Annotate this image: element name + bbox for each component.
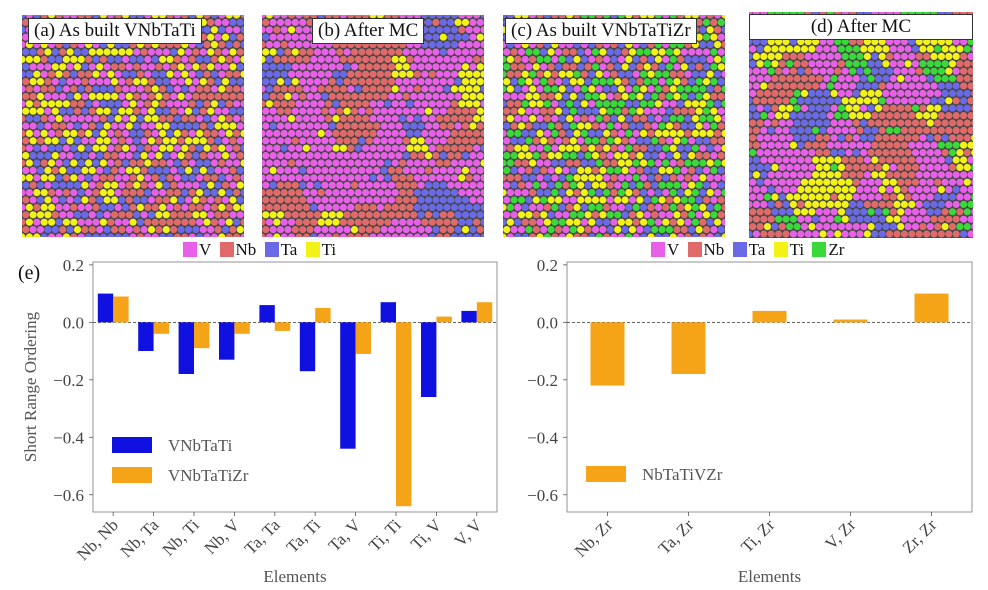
- legend-item-ti: Ti: [305, 240, 341, 259]
- x-tick-label: Nb, Nb: [73, 515, 122, 564]
- chart-legend: VNbTaTi VNbTaTiZr: [112, 436, 249, 485]
- y-axis-label: Short Range Ordering: [21, 311, 40, 462]
- legend2-swatch-zr: [812, 242, 827, 257]
- lattice-image-d: [749, 12, 973, 238]
- legend-swatch-nbtativzr: [586, 466, 626, 482]
- plot-frame: [566, 261, 973, 513]
- x-tick-label: Nb, Ti: [159, 515, 203, 559]
- y-tick-label: −0.4: [53, 428, 84, 447]
- x-axis-label: Elements: [738, 567, 801, 586]
- legend-label-vnbtatizr: VNbTaTiZr: [168, 466, 249, 485]
- bar-vnbtati-ta-v: [340, 322, 356, 449]
- bar-vnbtati-ti-ti: [380, 302, 396, 323]
- legend-label-nbtativzr: NbTaTiVZr: [642, 465, 723, 484]
- legend-swatch-vnbtatizr: [112, 467, 152, 483]
- element-legend-2: V Nb Ta Ti Zr: [651, 240, 848, 260]
- legend2-item-nb: Nb: [687, 240, 729, 259]
- bar-vnbtatizr-ta-v: [355, 322, 371, 354]
- legend2-swatch-nb: [687, 242, 702, 257]
- bar-vnbtatizr-v-v: [476, 302, 493, 323]
- legend2-item-v: V: [651, 240, 683, 259]
- panel-c-title: (c) As built VNbTaTiZr: [505, 18, 697, 44]
- legend-swatch-ta: [264, 242, 279, 257]
- panel-b-title: (b) After MC: [312, 18, 425, 44]
- bar-vnbtati-nb-ta: [138, 322, 154, 351]
- x-tick-label: Ti, V: [407, 515, 446, 554]
- legend2-swatch-ti: [773, 242, 788, 257]
- y-tick-label: 0.2: [537, 256, 558, 275]
- bar-vnbtatizr-ta-ti: [315, 308, 331, 323]
- x-tick-label: Ta, Zr: [655, 515, 698, 558]
- x-tick-label: Nb, V: [201, 515, 244, 558]
- y-tick-label: −0.6: [527, 486, 558, 505]
- bar-vnbtati-v-v: [461, 310, 477, 323]
- y-tick-label: 0.0: [63, 313, 84, 332]
- panel-d-title: (d) After MC: [749, 14, 973, 40]
- x-tick-label: Ta, Ta: [241, 515, 284, 558]
- bar-nbtativzr-v-zr: [833, 319, 868, 323]
- x-axis-label: Elements: [263, 567, 326, 586]
- legend-label-vnbtati: VNbTaTi: [168, 436, 233, 455]
- x-tick-label: Ta, V: [325, 515, 365, 555]
- bar-vnbtati-nb-v: [219, 322, 235, 360]
- y-tick-label: 0.2: [63, 256, 84, 275]
- panel-c: (c) As built VNbTaTiZr: [503, 15, 725, 237]
- legend2-item-zr: Zr: [812, 240, 848, 259]
- x-tick-label: V, Zr: [821, 515, 859, 553]
- chart-2: 0.2 0.0 −0.2 −0.4 −0.6 Nb, Zr Ta, Zr Ti, Zr V, Z…: [527, 256, 973, 586]
- legend-swatch-vnbtati: [112, 437, 152, 453]
- bar-nbtativzr-nb-zr: [590, 322, 625, 386]
- legend-swatch-nb: [219, 242, 234, 257]
- panel-a: (a) As built VNbTaTi: [22, 15, 244, 237]
- legend-item-ta: Ta: [264, 240, 302, 259]
- x-tick-label: Ti, Ti: [365, 515, 405, 555]
- x-tick-label: V, V: [451, 515, 487, 551]
- bar-vnbtatizr-nb-nb: [113, 296, 129, 323]
- x-tick-label: Zr, Zr: [899, 515, 941, 557]
- y-tick-label: −0.6: [53, 486, 84, 505]
- chart-1: 0.2 0.0 −0.2 −0.4 −0.6 Short Range Ordering Nb…: [21, 256, 498, 586]
- x-tick-label: Nb, Ta: [117, 515, 163, 561]
- x-tick-label: Ta, Ti: [283, 515, 325, 557]
- bar-vnbtatizr-ti-ti: [396, 322, 412, 507]
- element-legend-1: V Nb Ta Ti: [183, 240, 340, 260]
- legend2-swatch-v: [651, 242, 665, 257]
- bar-vnbtati-nb-nb: [97, 293, 114, 323]
- bar-vnbtatizr-nb-ti: [194, 322, 210, 349]
- bar-nbtativzr-ta-zr: [671, 322, 706, 374]
- bar-vnbtatizr-nb-ta: [153, 322, 169, 334]
- legend-item-nb: Nb: [219, 240, 261, 259]
- legend2-item-ti: Ti: [773, 240, 809, 259]
- plot-frame: [92, 261, 498, 513]
- bar-vnbtatizr-ta-ta: [274, 322, 291, 331]
- y-tick-label: −0.2: [527, 371, 558, 390]
- legend-swatch-ti: [305, 242, 320, 257]
- legend2-swatch-ta: [732, 242, 747, 257]
- y-tick-label: −0.4: [527, 428, 558, 447]
- bar-nbtativzr-ti-zr: [752, 310, 787, 323]
- y-tick-label: −0.2: [53, 371, 84, 390]
- y-tick-label: 0.0: [537, 313, 558, 332]
- panel-b: (b) After MC: [262, 15, 484, 237]
- panel-e-label: (e): [18, 262, 41, 284]
- legend2-item-ta: Ta: [732, 240, 770, 259]
- bar-vnbtatizr-ti-v: [436, 316, 452, 323]
- chart-legend: NbTaTiVZr: [586, 465, 723, 484]
- panel-a-title: (a) As built VNbTaTi: [28, 18, 202, 44]
- bar-vnbtatizr-nb-v: [234, 322, 250, 334]
- bar-vnbtati-ti-v: [421, 322, 437, 397]
- x-tick-label: Ti, Zr: [737, 515, 778, 556]
- bar-nbtativzr-zr-zr: [914, 293, 949, 323]
- panel-d: (d) After MC: [749, 12, 973, 238]
- bar-vnbtati-ta-ta: [259, 305, 275, 323]
- bar-vnbtati-ta-ti: [299, 322, 316, 372]
- lattice-image-b: [262, 15, 484, 237]
- bar-vnbtati-nb-ti: [178, 322, 194, 374]
- legend-swatch-v: [183, 242, 197, 257]
- x-tick-label: Nb, Zr: [571, 515, 617, 561]
- legend-item-v: V: [183, 240, 215, 259]
